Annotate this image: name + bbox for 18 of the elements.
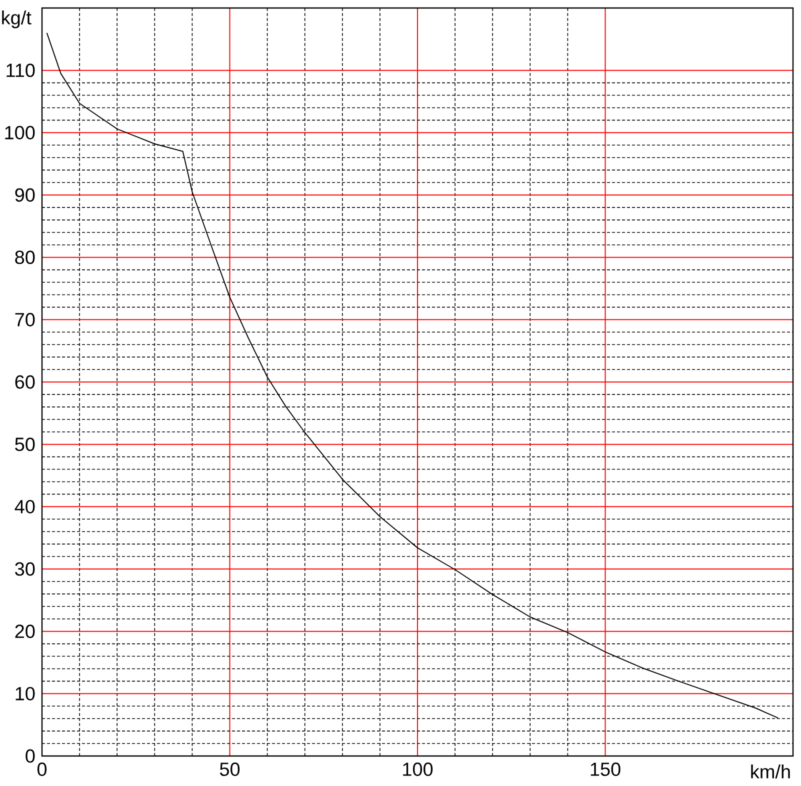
y-axis-title: kg/t <box>2 10 32 28</box>
x-tick-label: 0 <box>37 762 47 776</box>
x-axis-title: km/h <box>751 764 790 778</box>
y-tick-label: 20 <box>15 624 35 638</box>
x-tick-label: 150 <box>590 762 620 776</box>
y-tick-label: 50 <box>15 438 35 452</box>
y-tick-label: 60 <box>15 375 35 389</box>
x-tick-label: 50 <box>220 762 240 776</box>
y-tick-label: 40 <box>14 500 35 514</box>
y-tick-label: 110 <box>6 64 35 78</box>
x-tick-label: 100 <box>403 762 433 776</box>
y-tick-label: 70 <box>15 312 35 326</box>
y-tick-label: 10 <box>16 686 35 700</box>
y-tick-label: 90 <box>15 188 35 202</box>
y-tick-label: 80 <box>15 250 35 264</box>
y-tick-label: 0 <box>26 749 35 763</box>
y-tick-label: 100 <box>5 126 35 140</box>
y-tick-label: 30 <box>15 562 35 576</box>
